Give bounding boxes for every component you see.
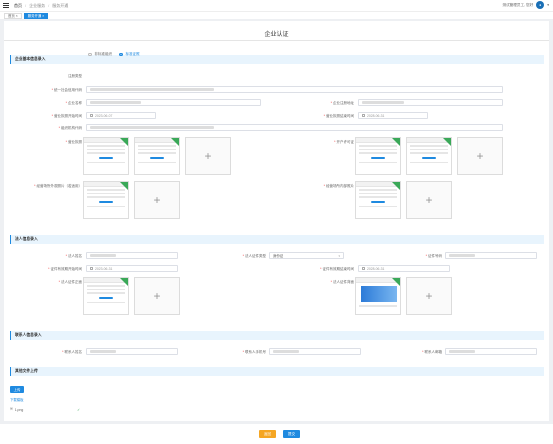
- contact-email-label: *联系人邮箱: [422, 350, 442, 354]
- legal-name-label: *法人姓名: [65, 254, 82, 258]
- breadcrumb-home[interactable]: 首页: [14, 2, 22, 8]
- uploaded-file-item[interactable]: 🗎 1.png ✓: [10, 407, 80, 413]
- legal-name-input[interactable]: [86, 252, 178, 259]
- back-button[interactable]: 返回: [259, 430, 276, 438]
- id-back-add-button[interactable]: +: [406, 277, 452, 315]
- user-name: 测试管理员工, 您好: [502, 2, 534, 7]
- contact-phone-label: *联系人手机号: [242, 350, 266, 354]
- radio-standard[interactable]: [119, 52, 123, 57]
- legal-id-type-select[interactable]: 身份证 ▾: [269, 252, 344, 259]
- top-bar: 首页 / 企业服务 / 服务开通 测试管理员工, 您好 ● ▾: [0, 0, 553, 11]
- breadcrumb: 首页 / 企业服务 / 服务开通: [14, 2, 69, 8]
- id-start-label: *证件有效期开始时间: [48, 267, 82, 271]
- chevron-down-icon: ▾: [338, 253, 340, 258]
- id-end-input[interactable]: 2028-06-31: [358, 265, 450, 272]
- section-legal-info: 法人信息录入: [10, 235, 544, 244]
- cert-type-label: 注册类型: [68, 74, 82, 78]
- license-photo-thumb-1[interactable]: [83, 137, 129, 175]
- id-back-label: *法人证件背面: [330, 280, 354, 284]
- contact-email-input[interactable]: [445, 348, 537, 355]
- radio-non-standard-label: 非标准组织: [94, 52, 113, 56]
- contact-name-input[interactable]: [86, 348, 178, 355]
- account-permit-label: *开户许可证: [334, 140, 354, 144]
- interior-photo-label: *经营场所内部照片: [323, 184, 354, 188]
- interior-photo-add-button[interactable]: +: [406, 181, 452, 219]
- license-photo-add-button[interactable]: +: [185, 137, 231, 175]
- contact-phone-input[interactable]: [269, 348, 361, 355]
- tab-service-open[interactable]: 服务开通 ×: [23, 12, 49, 19]
- submit-button[interactable]: 提交: [283, 430, 300, 438]
- section-contact-info: 联系人信息录入: [10, 331, 544, 340]
- license-photo-label: *营业执照: [65, 140, 82, 144]
- title-divider: [4, 40, 549, 41]
- account-permit-thumb-1[interactable]: [355, 137, 401, 175]
- tab-home[interactable]: 首页 ×: [4, 12, 22, 19]
- breadcrumb-current: 服务开通: [52, 2, 69, 8]
- calendar-icon: [90, 114, 93, 117]
- account-permit-thumb-2[interactable]: [406, 137, 452, 175]
- avatar[interactable]: ●: [536, 1, 545, 9]
- license-start-input[interactable]: 2023-06-07: [86, 112, 156, 119]
- footer-bar: 返回 提交: [0, 424, 553, 444]
- org-code-label: *组织机构代码: [58, 126, 82, 130]
- calendar-icon: [362, 114, 365, 117]
- exterior-photo-label: *经营场所外观照片（若适用）: [34, 184, 82, 188]
- contact-name-label: *联系人姓名: [62, 350, 82, 354]
- id-front-add-button[interactable]: +: [134, 277, 180, 315]
- legal-id-type-label: *法人证件类型: [242, 254, 266, 258]
- company-name-input[interactable]: [86, 99, 261, 106]
- interior-photo-thumb[interactable]: [355, 181, 401, 219]
- license-end-label: *营业执照结束时间: [323, 114, 354, 118]
- download-template-link[interactable]: 下载模板: [10, 398, 24, 402]
- legal-id-no-label: *证件号码: [425, 254, 442, 258]
- id-front-label: *法人证件正面: [58, 280, 82, 284]
- menu-icon[interactable]: [3, 3, 9, 8]
- section-basic-info: 企业基本信息录入: [10, 55, 544, 64]
- license-end-input[interactable]: 2028-06-31: [358, 112, 428, 119]
- chevron-down-icon[interactable]: ▾: [547, 3, 549, 7]
- page-title: 企业认证: [264, 32, 289, 38]
- cert-type-radio-group: 非标准组织 标准证照: [88, 52, 140, 57]
- company-address-label: *企业注册地址: [330, 101, 354, 105]
- file-icon: 🗎: [10, 407, 13, 411]
- upload-button[interactable]: 上传: [10, 386, 24, 393]
- check-icon: ✓: [77, 408, 80, 412]
- credit-code-input[interactable]: [86, 86, 503, 93]
- radio-standard-label: 标准证照: [125, 52, 140, 56]
- license-start-label: *营业执照开始时间: [51, 114, 82, 118]
- radio-non-standard[interactable]: [88, 52, 92, 57]
- section-file-upload: 其他文件上传: [10, 367, 544, 376]
- file-name: 1.png: [14, 408, 24, 412]
- main-card: 企业认证 企业基本信息录入 注册类型 非标准组织 标准证照 *统一社会信用代码 …: [4, 21, 549, 421]
- id-back-thumb[interactable]: [355, 277, 401, 315]
- account-permit-add-button[interactable]: +: [457, 137, 503, 175]
- id-front-thumb[interactable]: [83, 277, 129, 315]
- id-end-label: *证件有效期结束时间: [320, 267, 354, 271]
- company-name-label: *企业名称: [65, 101, 82, 105]
- exterior-photo-add-button[interactable]: +: [134, 181, 180, 219]
- calendar-icon: [90, 267, 93, 270]
- id-start-input[interactable]: 2023-06-31: [86, 265, 178, 272]
- legal-id-no-input[interactable]: [445, 252, 537, 259]
- tab-bar: 首页 × 服务开通 ×: [0, 11, 553, 19]
- exterior-photo-thumb[interactable]: [83, 181, 129, 219]
- calendar-icon: [362, 267, 365, 270]
- license-photo-thumb-2[interactable]: [134, 137, 180, 175]
- avatar-icon: ●: [539, 3, 542, 7]
- org-code-input[interactable]: [86, 124, 503, 131]
- credit-code-label: *统一社会信用代码: [51, 88, 82, 92]
- breadcrumb-service[interactable]: 企业服务: [29, 2, 46, 8]
- company-address-input[interactable]: [358, 99, 503, 106]
